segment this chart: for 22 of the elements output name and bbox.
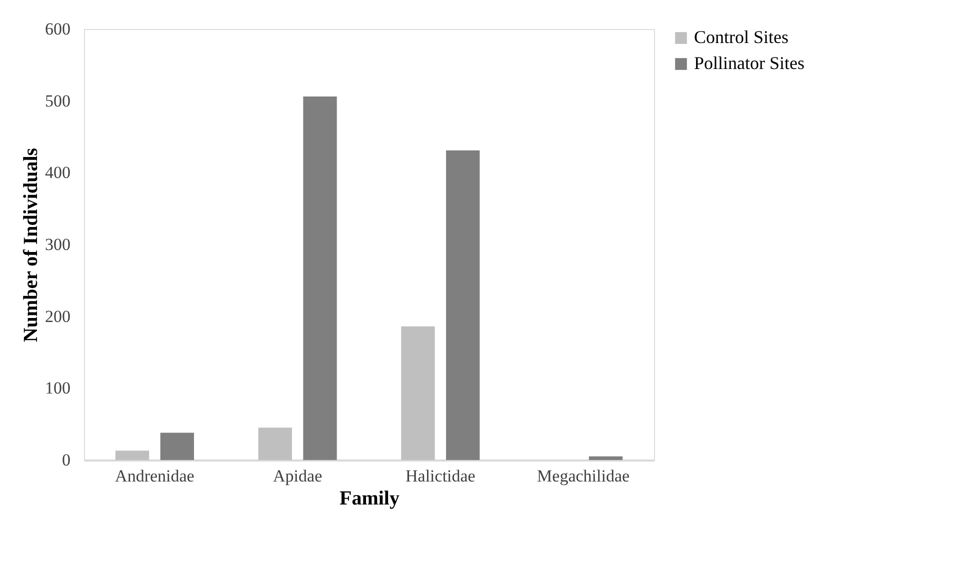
bar	[115, 450, 150, 460]
x-tick-label: Andrenidae	[115, 466, 194, 486]
bar	[258, 428, 292, 460]
y-tick-label: 200	[45, 306, 70, 326]
y-tick-label: 100	[45, 378, 70, 398]
x-tick-label: Megachilidae	[537, 466, 630, 486]
y-axis-title: Number of Individuals	[20, 148, 42, 342]
x-tick-label: Halictidae	[406, 466, 476, 486]
y-tick-label: 400	[45, 163, 70, 182]
bar	[160, 432, 194, 460]
legend-label: Pollinator Sites	[694, 53, 805, 73]
y-tick-label: 0	[62, 450, 70, 470]
legend-label: Control Sites	[694, 27, 789, 47]
x-tick-label: Apidae	[273, 466, 322, 486]
bar	[401, 326, 435, 460]
x-axis-title: Family	[340, 488, 400, 510]
bar	[446, 150, 480, 460]
y-tick-label: 600	[45, 20, 70, 38]
y-tick-label: 300	[45, 235, 70, 254]
bar	[303, 96, 337, 460]
y-tick-label: 500	[45, 91, 70, 110]
bar	[588, 456, 623, 460]
